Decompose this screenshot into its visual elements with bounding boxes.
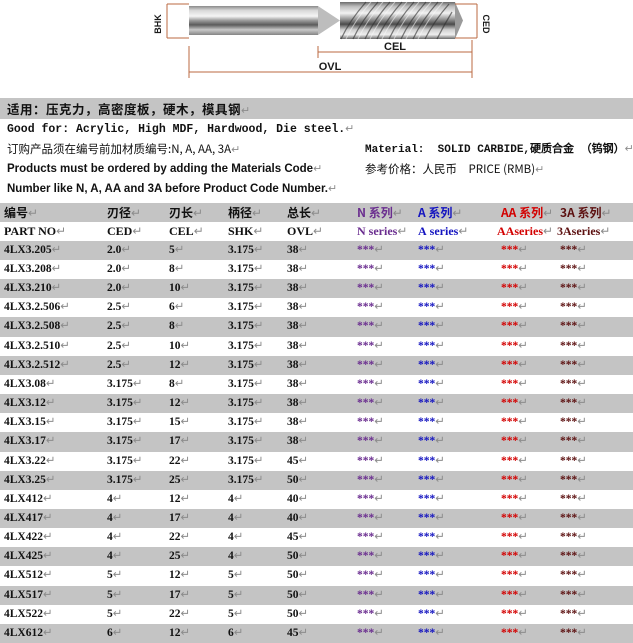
svg-text:CEL: CEL: [384, 41, 406, 53]
svg-text:CED: CED: [481, 14, 491, 34]
svg-text:BHK: BHK: [153, 14, 163, 34]
svg-text:OVL: OVL: [319, 61, 342, 73]
